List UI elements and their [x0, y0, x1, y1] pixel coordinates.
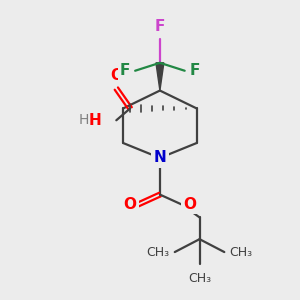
Text: F: F: [190, 63, 200, 78]
Text: O: O: [110, 68, 123, 82]
Text: OH: OH: [77, 113, 102, 128]
Text: N: N: [154, 150, 166, 165]
Text: H: H: [78, 113, 88, 127]
Text: CH₃: CH₃: [147, 245, 170, 259]
Text: O: O: [124, 197, 137, 212]
Text: CH₃: CH₃: [229, 245, 252, 259]
Polygon shape: [156, 63, 164, 91]
Text: F: F: [120, 63, 130, 78]
Text: CH₃: CH₃: [188, 272, 211, 285]
Text: O: O: [183, 197, 196, 212]
Text: F: F: [155, 19, 165, 34]
